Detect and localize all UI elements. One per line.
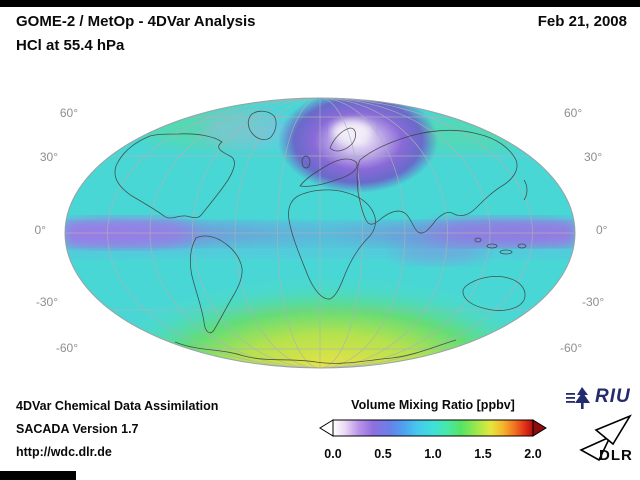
colorbar-tick-4: 2.0 — [524, 447, 542, 461]
lat-label-left-m30: -30° — [35, 295, 58, 309]
colorbar-tick-3: 1.5 — [474, 447, 492, 461]
dlr-bird-icon — [579, 414, 632, 462]
lat-label-left-30: 30° — [39, 150, 58, 164]
riu-tree-icon — [566, 387, 590, 409]
colorbar-tick-2: 1.0 — [424, 447, 442, 461]
colorbar-tick-0: 0.0 — [324, 447, 342, 461]
colorbar-gradient-bar — [332, 419, 534, 437]
date-label: Feb 21, 2008 — [537, 13, 627, 30]
footer-version: SACADA Version 1.7 — [16, 422, 139, 436]
colorbar-right-arrow — [532, 419, 547, 437]
colorbar-title: Volume Mixing Ratio [ppbv] — [351, 398, 515, 412]
lat-label-left-60: 60° — [59, 106, 78, 120]
plot-title: GOME-2 / MetOp - 4DVar Analysis — [16, 13, 256, 30]
dlr-logo-text: DLR — [599, 447, 633, 464]
lat-label-left-0: 0° — [34, 223, 46, 237]
colorbar — [319, 419, 547, 437]
riu-logo: RIU — [566, 384, 631, 410]
footer-assimilation: 4DVar Chemical Data Assimilation — [16, 399, 219, 413]
map-data-field — [65, 98, 575, 368]
lat-label-right-0: 0° — [596, 223, 608, 237]
riu-logo-text: RIU — [595, 386, 631, 407]
footer-url: http://wdc.dlr.de — [16, 445, 112, 459]
lat-label-left-m60: -60° — [55, 341, 78, 355]
lat-label-right-m30: -30° — [582, 295, 605, 309]
map-rim — [64, 97, 576, 369]
map-continents — [114, 110, 557, 364]
lat-label-right-60: 60° — [564, 106, 583, 120]
lat-label-right-30: 30° — [584, 150, 603, 164]
colorbar-tick-1: 0.5 — [374, 447, 392, 461]
colorbar-left-arrow — [319, 419, 334, 437]
plot-subtitle: HCl at 55.4 hPa — [16, 37, 125, 54]
bottom-left-black-bar — [0, 471, 76, 480]
top-black-bar — [0, 0, 640, 7]
lat-label-right-m60: -60° — [560, 341, 583, 355]
